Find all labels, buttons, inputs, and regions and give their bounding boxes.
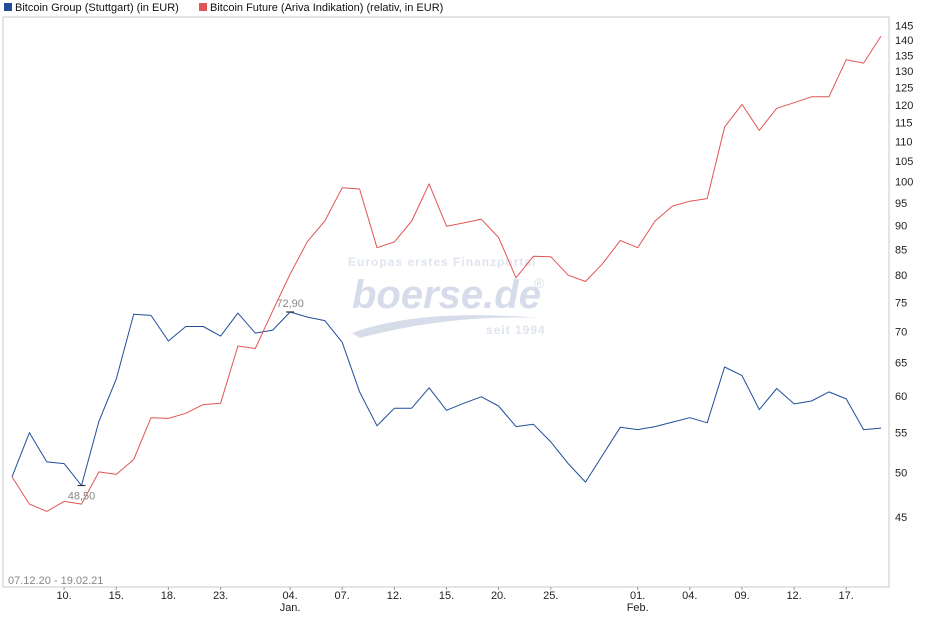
x-tick-label: 07. [335, 590, 350, 602]
date-range-label: 07.12.20 - 19.02.21 [8, 575, 103, 587]
y-tick-label: 60 [895, 391, 907, 403]
x-axis: 10. 15. 18. 23. 04.Jan.07. 12. 15. 20. 25. 01.Feb… [56, 587, 854, 614]
watermark-logo: boerse.de [352, 273, 541, 317]
x-tick-label: 09. [734, 590, 749, 602]
x-month-label: Feb. [627, 602, 649, 614]
x-tick-label: 12. [387, 590, 402, 602]
series-line-bitcoin-group [11, 311, 882, 486]
x-tick-label: 23. [213, 590, 228, 602]
legend-label-bitcoin-group: Bitcoin Group (Stuttgart) (in EUR) [15, 2, 179, 14]
y-tick-label: 145 [895, 20, 913, 32]
x-tick-label: 01. [630, 590, 645, 602]
y-tick-label: 50 [895, 468, 907, 480]
y-tick-label: 135 [895, 50, 913, 62]
y-tick-label: 125 [895, 83, 913, 95]
y-tick-label: 130 [895, 66, 913, 78]
x-tick-label: 20. [491, 590, 506, 602]
watermark-registered-mark: ® [534, 275, 545, 291]
watermark-swoosh [352, 315, 540, 338]
x-tick-label: 17. [839, 590, 854, 602]
series-layer [11, 35, 882, 512]
annotations: 72,90 48,50 [68, 298, 304, 503]
y-tick-label: 95 [895, 198, 907, 210]
y-tick-label: 140 [895, 35, 913, 47]
x-tick-label: 04. [682, 590, 697, 602]
x-tick-label: 10. [56, 590, 71, 602]
x-tick-label: 25. [543, 590, 558, 602]
annotation-low-label: 48,50 [68, 491, 96, 503]
watermark-tagline: Europas erstes Finanzportal [348, 255, 536, 269]
legend-swatch-bitcoin-future [199, 3, 207, 11]
boerse-watermark: Europas erstes Finanzportal boerse.de ® … [348, 255, 546, 338]
series-line-bitcoin-future [11, 35, 882, 512]
y-tick-label: 55 [895, 428, 907, 440]
y-tick-label: 85 [895, 245, 907, 257]
y-tick-label: 80 [895, 270, 907, 282]
x-tick-label: 12. [786, 590, 801, 602]
y-tick-label: 45 [895, 512, 907, 524]
y-tick-label: 90 [895, 221, 907, 233]
y-tick-label: 115 [895, 118, 913, 130]
y-tick-label: 75 [895, 297, 907, 309]
x-month-label: Jan. [280, 602, 301, 614]
y-tick-label: 105 [895, 156, 913, 168]
y-tick-label: 65 [895, 358, 907, 370]
legend-label-bitcoin-future: Bitcoin Future (Ariva Indikation) (relat… [210, 2, 443, 14]
y-axis: 45 50 55 60 65 70 75 80 85 90 95 100 105 110 115 120 125… [895, 20, 913, 524]
y-tick-label: 70 [895, 326, 907, 338]
y-tick-label: 100 [895, 176, 913, 188]
x-tick-label: 04. [282, 590, 297, 602]
x-tick-label: 15. [439, 590, 454, 602]
y-tick-label: 120 [895, 100, 913, 112]
legend-swatch-bitcoin-group [4, 3, 12, 11]
y-tick-label: 110 [895, 136, 913, 148]
watermark-since: seit 1994 [486, 323, 546, 337]
annotation-high-label: 72,90 [276, 298, 304, 310]
x-tick-label: 18. [161, 590, 176, 602]
legend: Bitcoin Group (Stuttgart) (in EUR) Bitco… [4, 2, 443, 14]
x-tick-label: 15. [109, 590, 124, 602]
